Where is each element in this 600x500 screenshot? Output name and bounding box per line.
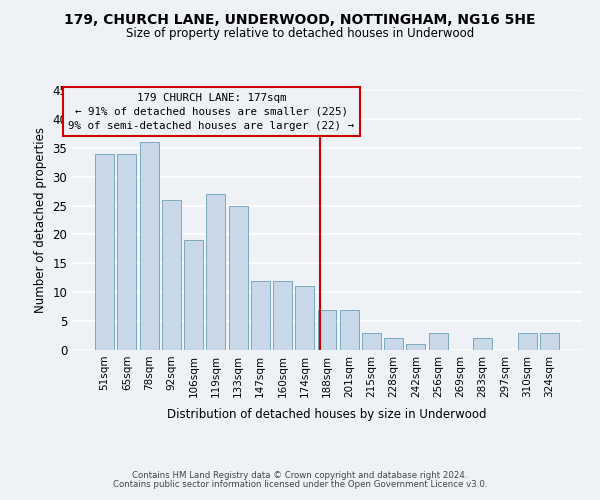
Bar [429, 332, 448, 350]
Y-axis label: Number of detached properties: Number of detached properties [34, 127, 47, 313]
Bar [540, 332, 559, 350]
Bar [162, 200, 181, 350]
Bar [295, 286, 314, 350]
X-axis label: Distribution of detached houses by size in Underwood: Distribution of detached houses by size … [167, 408, 487, 421]
Text: Contains public sector information licensed under the Open Government Licence v3: Contains public sector information licen… [113, 480, 487, 489]
Bar [406, 344, 425, 350]
Text: Size of property relative to detached houses in Underwood: Size of property relative to detached ho… [126, 28, 474, 40]
Bar [95, 154, 114, 350]
Bar [273, 280, 292, 350]
Bar [251, 280, 270, 350]
Bar [118, 154, 136, 350]
Bar [184, 240, 203, 350]
Text: 179, CHURCH LANE, UNDERWOOD, NOTTINGHAM, NG16 5HE: 179, CHURCH LANE, UNDERWOOD, NOTTINGHAM,… [64, 12, 536, 26]
Bar [140, 142, 158, 350]
Text: 179 CHURCH LANE: 177sqm
← 91% of detached houses are smaller (225)
9% of semi-de: 179 CHURCH LANE: 177sqm ← 91% of detache… [68, 93, 355, 131]
Bar [473, 338, 492, 350]
Text: Contains HM Land Registry data © Crown copyright and database right 2024.: Contains HM Land Registry data © Crown c… [132, 471, 468, 480]
Bar [317, 310, 337, 350]
Bar [229, 206, 248, 350]
Bar [206, 194, 225, 350]
Bar [518, 332, 536, 350]
Bar [384, 338, 403, 350]
Bar [362, 332, 381, 350]
Bar [340, 310, 359, 350]
